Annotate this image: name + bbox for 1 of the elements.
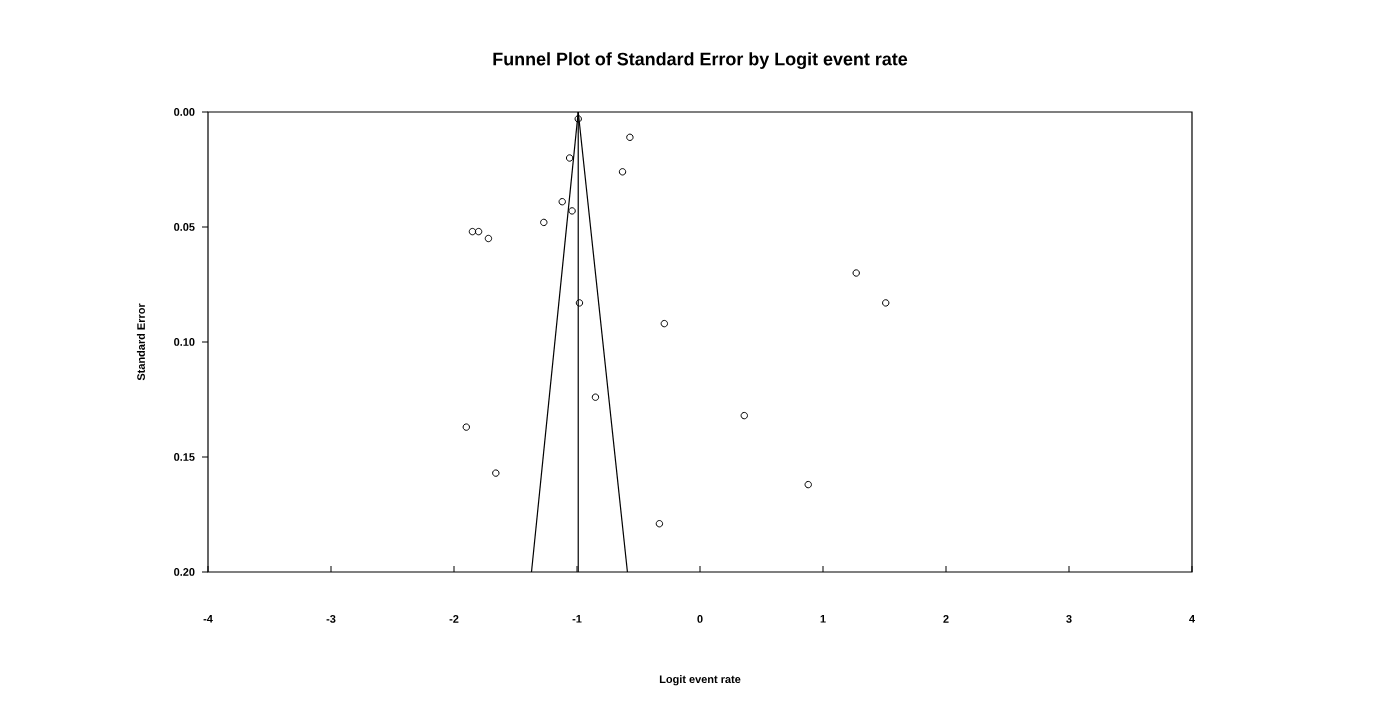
chart-title: Funnel Plot of Standard Error by Logit event rate <box>493 52 908 70</box>
